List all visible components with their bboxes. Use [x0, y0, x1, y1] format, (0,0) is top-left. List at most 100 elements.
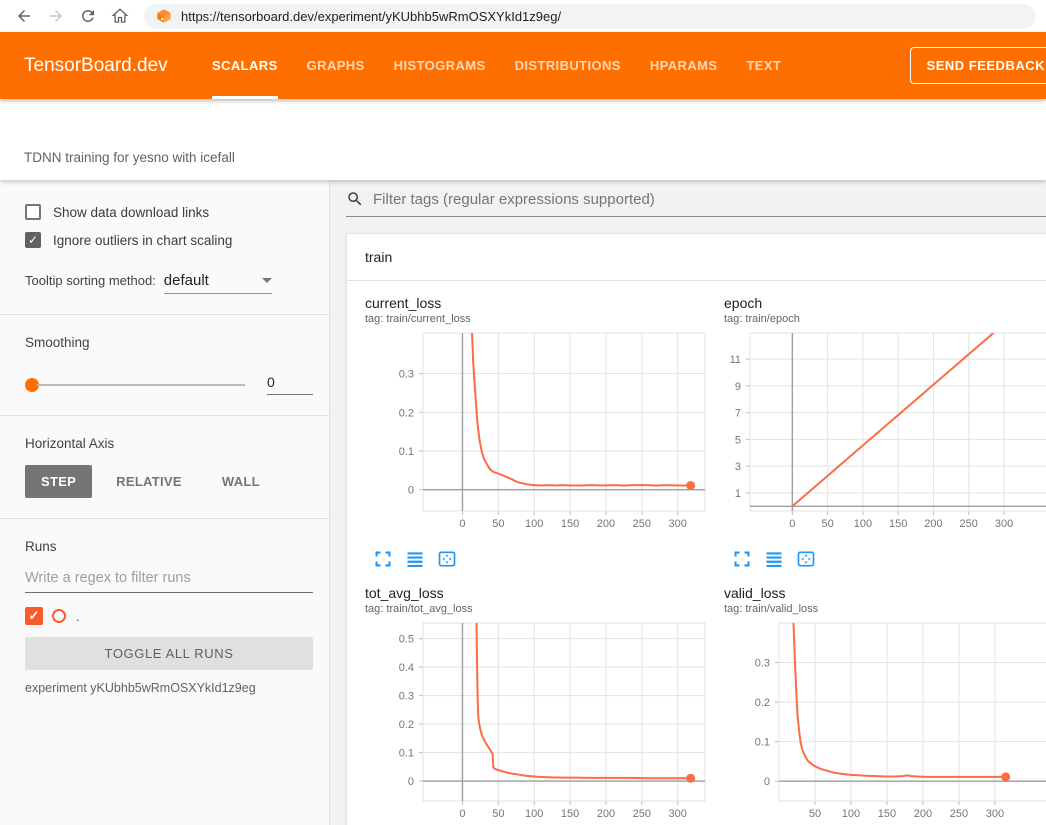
line-chart[interactable]: 0501001502002503001357911: [724, 331, 1046, 541]
search-icon: [346, 190, 364, 208]
svg-text:9: 9: [735, 381, 741, 393]
address-bar[interactable]: https://tensorboard.dev/experiment/yKUbh…: [144, 4, 1036, 29]
expand-chart-icon[interactable]: [373, 549, 393, 569]
chart-tot-avg-loss: tot_avg_loss tag: train/tot_avg_loss 0 50…: [365, 585, 710, 825]
svg-text:0.1: 0.1: [755, 737, 770, 749]
svg-text:0: 0: [789, 518, 795, 530]
line-chart[interactable]: 05010015020025030000.10.20.30.40.5: [365, 621, 710, 825]
svg-text:200: 200: [914, 808, 932, 820]
chart-tag: tag: train/valid_loss: [724, 603, 1046, 615]
browser-toolbar: https://tensorboard.dev/experiment/yKUbh…: [0, 0, 1046, 32]
svg-text:200: 200: [924, 518, 942, 530]
axis-wall-button[interactable]: WALL: [206, 465, 276, 498]
svg-text:200: 200: [597, 808, 615, 820]
svg-text:0: 0: [459, 808, 465, 820]
chart-toolbar: [365, 549, 710, 569]
tooltip-sorting-dropdown[interactable]: default: [164, 272, 272, 294]
axis-relative-button[interactable]: RELATIVE: [100, 465, 198, 498]
filter-tags-input[interactable]: [373, 191, 1046, 208]
svg-text:0: 0: [459, 518, 465, 530]
chart-title: valid_loss: [724, 585, 1046, 601]
chart-tag: tag: train/tot_avg_loss: [365, 603, 710, 615]
svg-text:100: 100: [854, 518, 872, 530]
tab-graphs[interactable]: GRAPHS: [307, 32, 365, 99]
svg-text:0.2: 0.2: [399, 719, 414, 731]
checkbox-checked-icon[interactable]: ✓: [25, 232, 41, 248]
svg-text:150: 150: [561, 808, 579, 820]
svg-text:200: 200: [597, 518, 615, 530]
main-panel: train current_loss tag: train/current_lo…: [330, 180, 1046, 825]
tab-text[interactable]: TEXT: [746, 32, 781, 99]
svg-text:5: 5: [735, 434, 741, 446]
reload-icon[interactable]: [79, 7, 97, 25]
experiment-title-bar: TDNN training for yesno with icefall: [0, 99, 1046, 180]
checkbox-unchecked-icon[interactable]: [25, 204, 41, 220]
svg-text:0.3: 0.3: [755, 658, 770, 670]
fit-domain-icon[interactable]: [437, 549, 457, 569]
chevron-down-icon: [262, 278, 272, 283]
line-chart[interactable]: 5010015020025030000.10.20.3: [724, 621, 1046, 825]
ignore-outliers-checkbox[interactable]: ✓ Ignore outliers in chart scaling: [25, 232, 313, 248]
fit-domain-icon[interactable]: [796, 549, 816, 569]
chart-valid-loss: valid_loss tag: train/valid_loss 5010015…: [724, 585, 1046, 825]
svg-text:0.3: 0.3: [399, 691, 414, 703]
svg-text:150: 150: [561, 518, 579, 530]
dropdown-value: default: [164, 272, 209, 289]
svg-text:7: 7: [735, 408, 741, 420]
run-name: .: [76, 609, 80, 624]
runs-table-icon[interactable]: [405, 549, 425, 569]
section-header-train[interactable]: train: [347, 234, 1046, 281]
svg-text:50: 50: [492, 808, 504, 820]
horizontal-axis-label: Horizontal Axis: [25, 436, 313, 451]
charts-grid: current_loss tag: train/current_loss 050…: [347, 281, 1046, 825]
chart-toolbar: [724, 549, 1046, 569]
axis-step-button[interactable]: STEP: [25, 465, 92, 498]
runs-label: Runs: [25, 539, 313, 554]
svg-text:250: 250: [633, 808, 651, 820]
tab-scalars[interactable]: SCALARS: [212, 32, 278, 99]
svg-text:0.5: 0.5: [399, 634, 414, 646]
svg-text:150: 150: [889, 518, 907, 530]
svg-text:250: 250: [633, 518, 651, 530]
svg-text:0.4: 0.4: [399, 662, 414, 674]
svg-text:300: 300: [995, 518, 1013, 530]
toggle-all-runs-button[interactable]: TOGGLE ALL RUNS: [25, 637, 313, 670]
filter-tags-row: [346, 190, 1046, 217]
svg-text:50: 50: [821, 518, 833, 530]
svg-text:0.1: 0.1: [399, 748, 414, 760]
smoothing-slider-track[interactable]: [37, 384, 245, 386]
svg-text:11: 11: [730, 354, 741, 366]
line-chart[interactable]: 05010015020025030000.10.20.3: [365, 331, 710, 541]
svg-text:0: 0: [408, 485, 414, 497]
back-icon[interactable]: [15, 7, 33, 25]
svg-text:250: 250: [950, 808, 968, 820]
send-feedback-button[interactable]: SEND FEEDBACK: [910, 47, 1046, 84]
experiment-title: TDNN training for yesno with icefall: [24, 150, 235, 165]
svg-text:1: 1: [735, 488, 741, 500]
tooltip-sorting-label: Tooltip sorting method:: [25, 273, 156, 288]
content: Show data download links ✓ Ignore outlie…: [0, 180, 1046, 825]
tab-distributions[interactable]: DISTRIBUTIONS: [515, 32, 621, 99]
svg-text:100: 100: [525, 518, 543, 530]
svg-text:300: 300: [669, 808, 687, 820]
chart-epoch: epoch tag: train/epoch 05010015020025030…: [724, 295, 1046, 569]
svg-text:0.1: 0.1: [399, 446, 414, 458]
chart-title: tot_avg_loss: [365, 585, 710, 601]
smoothing-label: Smoothing: [25, 335, 313, 350]
svg-text:300: 300: [986, 808, 1004, 820]
tab-hparams[interactable]: HPARAMS: [650, 32, 718, 99]
run-checkbox-checked-icon[interactable]: ✓: [25, 607, 43, 625]
smoothing-value-input[interactable]: 0: [267, 374, 313, 395]
sidebar: Show data download links ✓ Ignore outlie…: [0, 180, 330, 825]
show-download-links-checkbox[interactable]: Show data download links: [25, 204, 313, 220]
svg-text:300: 300: [669, 518, 687, 530]
checkbox-label: Show data download links: [53, 205, 209, 220]
runs-regex-input[interactable]: [25, 570, 313, 593]
tab-histograms[interactable]: HISTOGRAMS: [394, 32, 486, 99]
expand-chart-icon[interactable]: [732, 549, 752, 569]
svg-text:250: 250: [960, 518, 978, 530]
forward-icon[interactable]: [47, 7, 65, 25]
home-icon[interactable]: [111, 7, 129, 25]
runs-table-icon[interactable]: [764, 549, 784, 569]
run-color-circle-icon[interactable]: [52, 609, 66, 623]
